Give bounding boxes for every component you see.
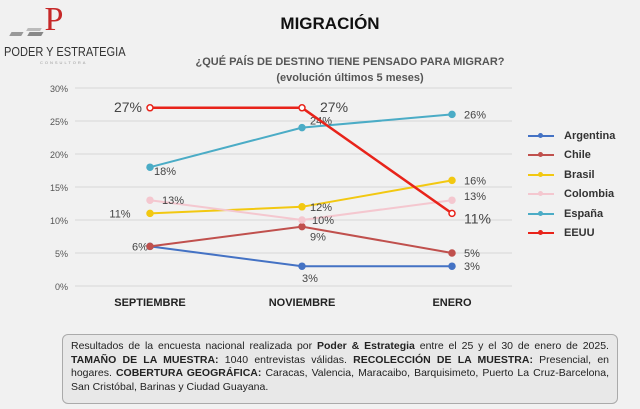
svg-text:P: P: [45, 1, 64, 38]
note-text: Caracas, Valencia, Maracaibo, Barquisime…: [71, 367, 609, 393]
data-label: 6%: [132, 241, 148, 253]
legend-label: EEUU: [564, 227, 595, 240]
note-bold: RECOLECCIÓN DE LA MUESTRA:: [353, 353, 533, 366]
data-point: [448, 249, 456, 257]
note-bold: TAMAÑO DE LA MUESTRA:: [71, 353, 219, 366]
legend-item: España: [528, 204, 615, 224]
legend-item: Colombia: [528, 185, 615, 205]
data-point: [298, 203, 306, 211]
data-label: 16%: [464, 175, 486, 187]
note-text: entre el 25 y el 30 de enero de 2025.: [414, 340, 609, 352]
data-label: 11%: [109, 208, 130, 220]
data-label: 26%: [464, 109, 486, 121]
y-tick-label: 5%: [55, 249, 68, 259]
legend-label: España: [564, 207, 604, 220]
legend-label: Argentina: [564, 129, 616, 142]
legend-swatch: [528, 152, 554, 158]
data-point: [146, 209, 154, 218]
data-label: 13%: [464, 191, 486, 203]
data-point: [146, 163, 154, 171]
series-line-Chile: [149, 225, 453, 254]
data-point: [448, 176, 456, 185]
data-point: [448, 110, 456, 119]
y-tick-label: 10%: [50, 216, 68, 226]
legend-label: Chile: [564, 149, 591, 162]
legend-swatch: [528, 171, 554, 177]
data-label: 10%: [312, 215, 334, 227]
y-tick-label: 25%: [50, 117, 68, 127]
data-label: 27%: [114, 99, 142, 115]
legend-swatch: [528, 191, 554, 197]
chart-subtitle: (evolución últimos 5 meses): [276, 72, 424, 84]
data-point: [146, 196, 154, 204]
data-label: 27%: [320, 99, 348, 115]
legend-swatch: [528, 210, 554, 216]
line-chart: 0% 5% 10% 15% 20% 25% 30% SEPTIEMBRE NOVIEMBRE EN…: [50, 84, 512, 309]
data-point: [146, 104, 154, 112]
y-tick-label: 15%: [50, 183, 68, 193]
data-label: 13%: [162, 195, 184, 207]
data-point: [298, 222, 306, 231]
data-point: [448, 262, 456, 270]
data-label: 5%: [464, 248, 480, 260]
data-point: [146, 242, 154, 251]
note-text: Presencial, en hogares.: [71, 353, 609, 380]
data-point: [298, 262, 306, 270]
legend-item: Brasil: [528, 165, 615, 185]
data-point: [448, 196, 456, 204]
series-line-EEUU: [150, 106, 453, 215]
data-label: 3%: [302, 273, 318, 285]
data-point: [448, 209, 456, 218]
data-label: 11%: [464, 210, 491, 226]
chart-question: ¿QUÉ PAÍS DE DESTINO TIENE PENSADO PARA …: [195, 56, 505, 68]
x-tick-label: NOVIEMBRE: [269, 297, 336, 309]
note-bold: COBERTURA GEOGRÁFICA:: [115, 367, 262, 379]
x-tick-label: ENERO: [432, 297, 472, 309]
logo-name: PODER Y ESTRATEGIA: [4, 44, 126, 59]
legend-item: Chile: [528, 146, 615, 166]
legend-label: Colombia: [564, 188, 615, 201]
data-point: [298, 216, 306, 224]
legend: Argentina Chile Brasil Colombia España EEUU: [528, 126, 615, 243]
x-tick-label: SEPTIEMBRE: [114, 297, 186, 309]
data-label: 9%: [310, 232, 326, 244]
logo: P: [9, 1, 64, 38]
y-tick-label: 30%: [50, 84, 68, 94]
legend-swatch: [528, 230, 554, 236]
note-text: 1040 entrevistas válidas.: [218, 353, 354, 366]
note-bold: Poder & Estrategia: [317, 340, 415, 352]
legend-item: EEUU: [528, 224, 615, 244]
data-point: [298, 123, 306, 132]
note-text: Resultados de la encuesta nacional reali…: [71, 340, 318, 352]
legend-swatch: [528, 132, 554, 138]
data-label: 18%: [154, 166, 176, 178]
data-label: 3%: [464, 261, 480, 273]
logo-sub: CONSULTORA: [40, 60, 88, 65]
y-tick-label: 20%: [50, 150, 68, 160]
data-point: [298, 104, 306, 112]
data-label: 12%: [310, 202, 332, 214]
series-line-España: [149, 113, 453, 169]
legend-item: Argentina: [528, 126, 615, 146]
survey-note: Resultados de la encuesta nacional reali…: [62, 334, 618, 404]
legend-label: Brasil: [564, 168, 595, 181]
page-title: MIGRACIÓN: [280, 14, 380, 33]
y-tick-label: 0%: [55, 282, 68, 292]
